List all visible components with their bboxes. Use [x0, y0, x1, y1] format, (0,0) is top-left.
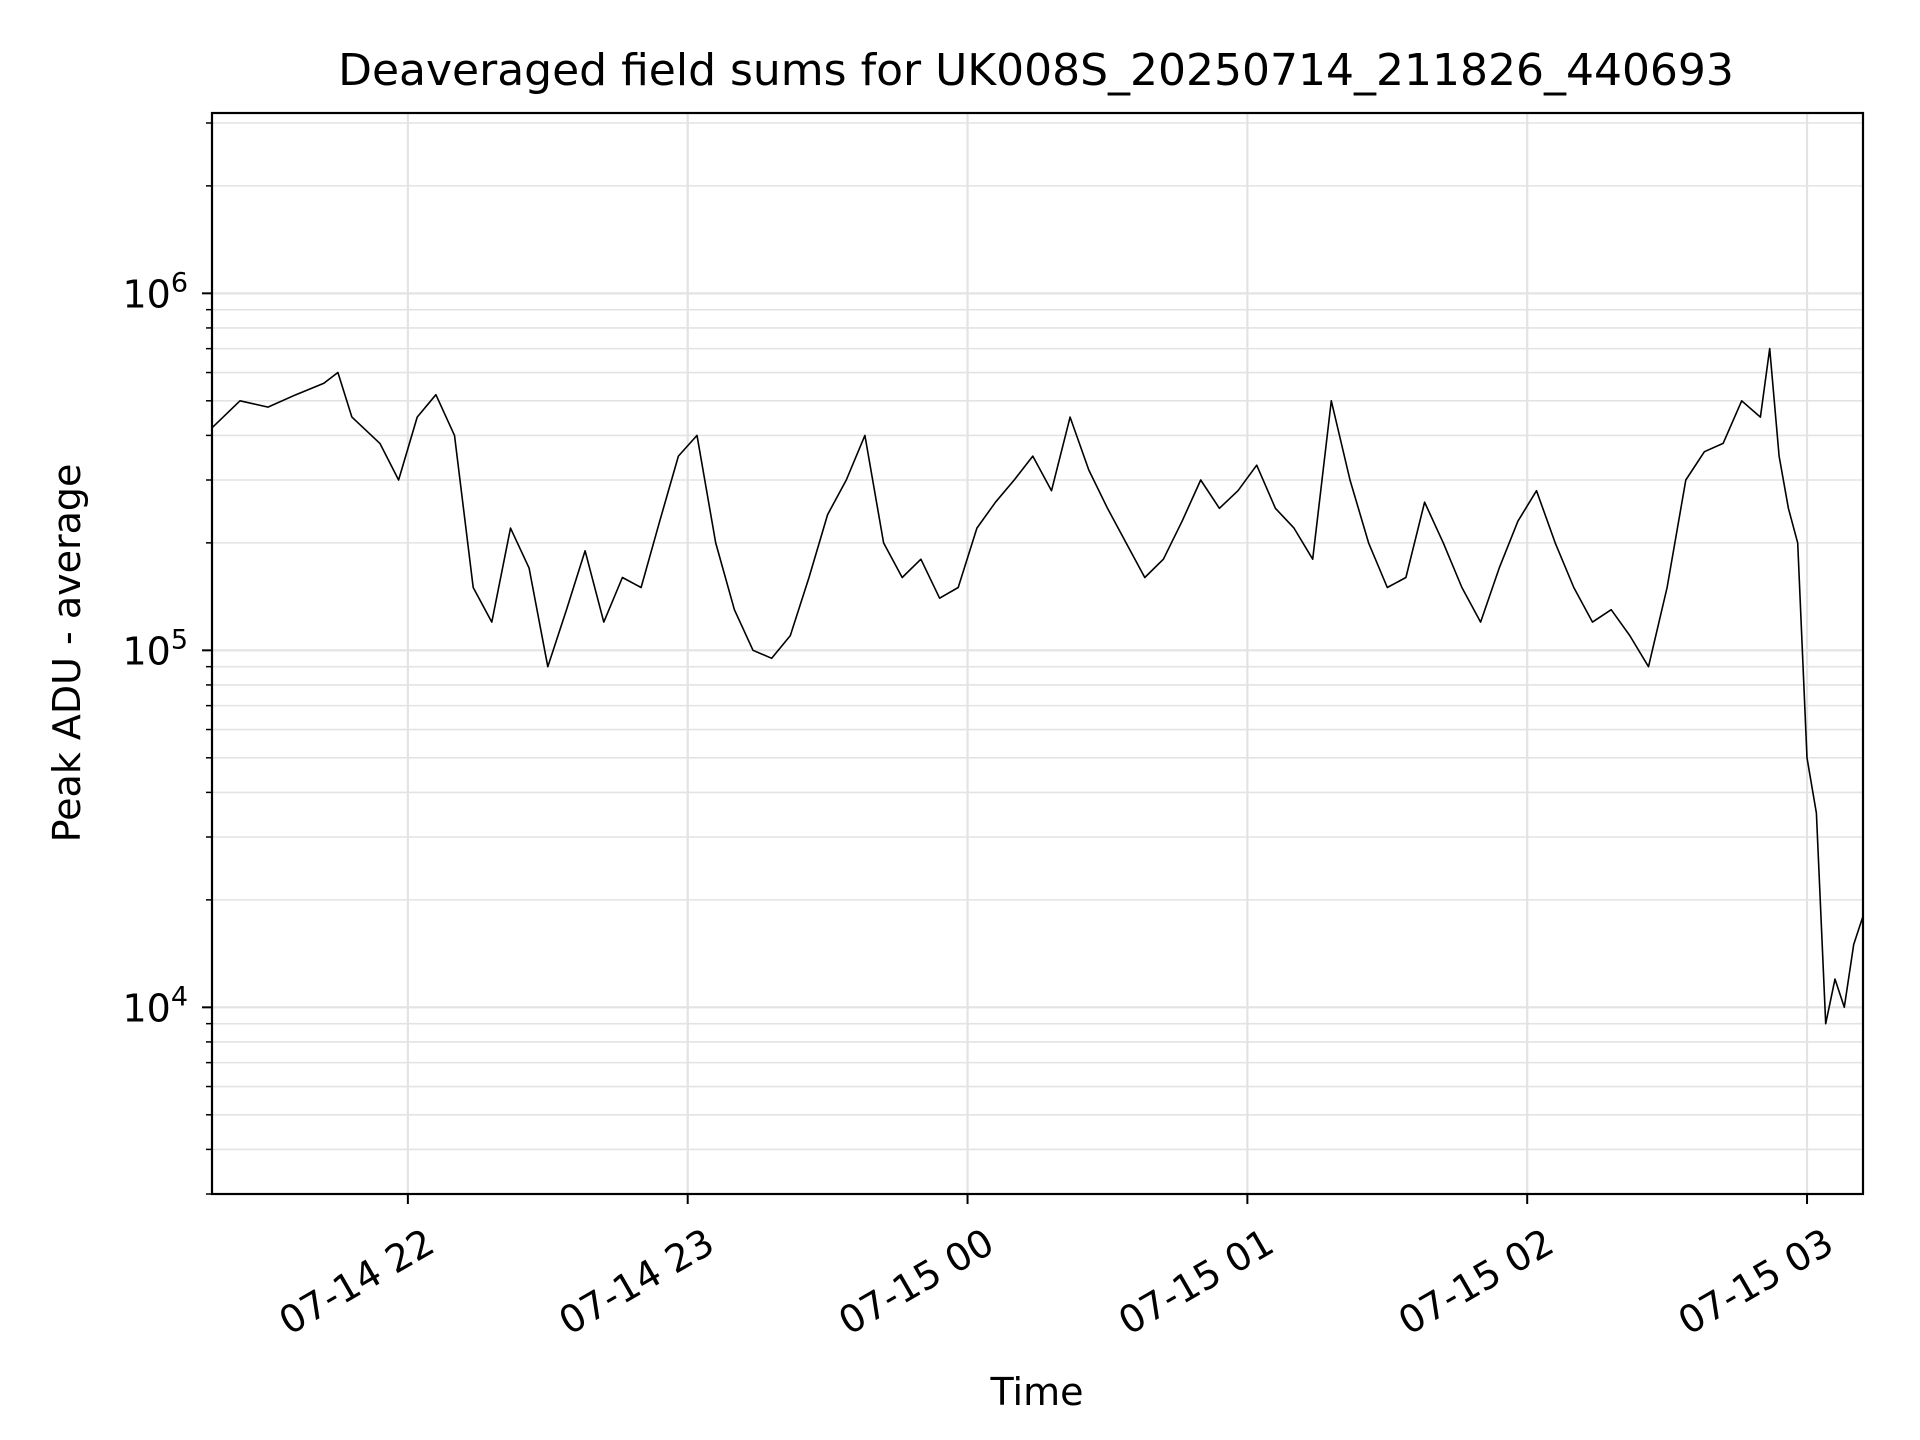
- y-tick-label: 105: [122, 624, 188, 673]
- chart-title: Deaveraged field sums for UK008S_2025071…: [338, 45, 1734, 96]
- x-axis-label: Time: [990, 1370, 1084, 1414]
- data-series-layer: [212, 347, 1863, 1025]
- series-line: [212, 347, 1863, 1025]
- y-tick-label: 104: [122, 981, 188, 1030]
- y-axis: 104 105 106: [122, 122, 212, 1195]
- plot-frame: [210, 111, 1865, 1196]
- y-tick-label: 106: [122, 267, 188, 316]
- y-axis-label: Peak ADU - average: [45, 464, 89, 843]
- grid-layer: [212, 113, 1863, 1195]
